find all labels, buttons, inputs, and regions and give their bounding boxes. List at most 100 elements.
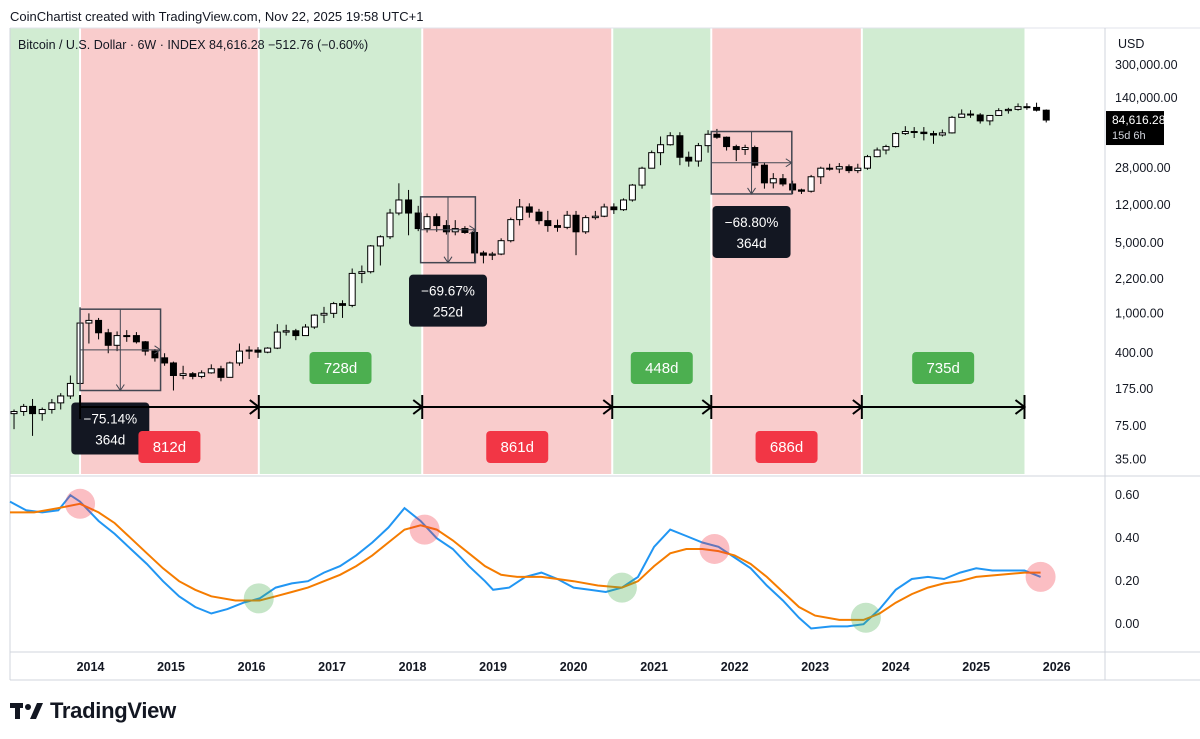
candle-body bbox=[310, 314, 318, 328]
zone-red-1 bbox=[80, 28, 259, 474]
bear-candle bbox=[554, 219, 561, 232]
candle-body bbox=[797, 189, 805, 192]
candle-body bbox=[516, 206, 524, 221]
bear-candle bbox=[339, 300, 347, 318]
candle-body bbox=[10, 410, 18, 415]
bull-candle bbox=[958, 109, 966, 118]
candle-body bbox=[938, 132, 946, 136]
drawdown-percent: −68.80% bbox=[725, 215, 779, 230]
badge-bg bbox=[912, 352, 975, 384]
candle-body bbox=[976, 114, 984, 122]
price-tag-bg bbox=[1106, 111, 1164, 146]
candle-body bbox=[554, 225, 561, 228]
osc-tick-label: 0.60 bbox=[1115, 488, 1139, 502]
bull-candle bbox=[38, 407, 46, 421]
bear-candle bbox=[95, 317, 103, 340]
candle-body bbox=[264, 347, 272, 353]
bull-candle bbox=[882, 144, 890, 155]
bear-candle bbox=[779, 174, 787, 187]
arrow-head bbox=[249, 399, 261, 415]
cycle-duration-badges: 812d 728d 861d 448d 686d 735d bbox=[138, 352, 975, 463]
oscillator-slow-line bbox=[10, 502, 1041, 621]
time-tick-label: 2021 bbox=[640, 660, 668, 674]
candle-body bbox=[301, 326, 309, 337]
candle-body bbox=[525, 206, 533, 213]
zone-green-2 bbox=[258, 28, 423, 474]
price-tick-label: 75.00 bbox=[1115, 419, 1146, 433]
bull-candle bbox=[507, 217, 515, 243]
candle-body bbox=[779, 178, 787, 185]
bull-candle bbox=[320, 306, 328, 324]
candle-body bbox=[376, 236, 384, 247]
zone-green-4 bbox=[612, 28, 712, 474]
candle-body bbox=[38, 408, 46, 415]
bull-candle bbox=[48, 398, 56, 414]
candle-body bbox=[189, 373, 197, 377]
candle-body bbox=[741, 147, 749, 151]
candle-body bbox=[817, 167, 825, 178]
bull-candle bbox=[57, 393, 65, 410]
bull-candle bbox=[648, 150, 656, 169]
bull-candle bbox=[863, 154, 871, 170]
bull-candle bbox=[367, 245, 375, 274]
price-tick-label: 12,000.00 bbox=[1115, 198, 1171, 212]
candle-body bbox=[535, 211, 543, 222]
badge-686d: 686d bbox=[755, 431, 818, 463]
candle-body bbox=[217, 368, 225, 378]
bull-candle bbox=[620, 198, 628, 211]
candle-body bbox=[151, 350, 159, 359]
arrow-head bbox=[115, 384, 125, 392]
oscillator-marker-red bbox=[1025, 561, 1056, 592]
bull-candle bbox=[638, 166, 646, 189]
bear-candle bbox=[141, 340, 149, 356]
candle-body bbox=[723, 136, 731, 148]
arrow-head bbox=[412, 399, 424, 415]
candle-body bbox=[423, 216, 431, 230]
bull-candle bbox=[273, 324, 281, 350]
candle-body bbox=[958, 113, 966, 118]
candle-body bbox=[113, 335, 121, 346]
oscillator-panel bbox=[9, 488, 1056, 633]
candle-body bbox=[245, 349, 253, 352]
bull-candle bbox=[330, 301, 338, 318]
candle-body bbox=[348, 272, 356, 306]
drawdown-label-bg bbox=[71, 402, 150, 455]
zone-green-6 bbox=[861, 28, 1025, 474]
candle-body bbox=[591, 215, 599, 219]
candle-body bbox=[358, 271, 366, 274]
candle-body bbox=[610, 206, 618, 211]
currency-label[interactable]: USD bbox=[1118, 37, 1144, 51]
price-tick-label: 300,000.00 bbox=[1115, 58, 1178, 72]
bull-candle bbox=[741, 144, 749, 155]
bull-candle bbox=[807, 174, 815, 193]
bull-candle bbox=[245, 346, 253, 360]
candle-body bbox=[292, 330, 300, 337]
bear-candle bbox=[471, 231, 479, 263]
candle-body bbox=[582, 217, 590, 233]
bull-candle bbox=[600, 203, 608, 218]
bear-candle bbox=[292, 328, 300, 341]
candle-body bbox=[20, 405, 28, 412]
candle-body bbox=[161, 357, 169, 364]
bull-candle bbox=[179, 365, 187, 380]
candle-body bbox=[320, 312, 328, 316]
candle-body bbox=[207, 368, 215, 374]
bull-candle bbox=[20, 403, 28, 416]
candle-body bbox=[930, 133, 938, 136]
bull-candle bbox=[488, 251, 496, 261]
bear-candle bbox=[751, 145, 759, 169]
candle-body bbox=[497, 240, 505, 255]
candle-body bbox=[760, 164, 768, 184]
time-tick-label: 2018 bbox=[399, 660, 427, 674]
candle-body bbox=[66, 382, 74, 397]
arrow-head bbox=[602, 399, 614, 415]
candle-body bbox=[732, 146, 740, 151]
oscillator-fast-line bbox=[9, 493, 1041, 630]
bear-candle bbox=[189, 372, 197, 380]
candle-body bbox=[854, 167, 862, 172]
bear-candle bbox=[797, 188, 805, 194]
bear-candle bbox=[479, 250, 487, 264]
candle-body bbox=[789, 183, 797, 191]
bull-candle bbox=[628, 183, 636, 202]
